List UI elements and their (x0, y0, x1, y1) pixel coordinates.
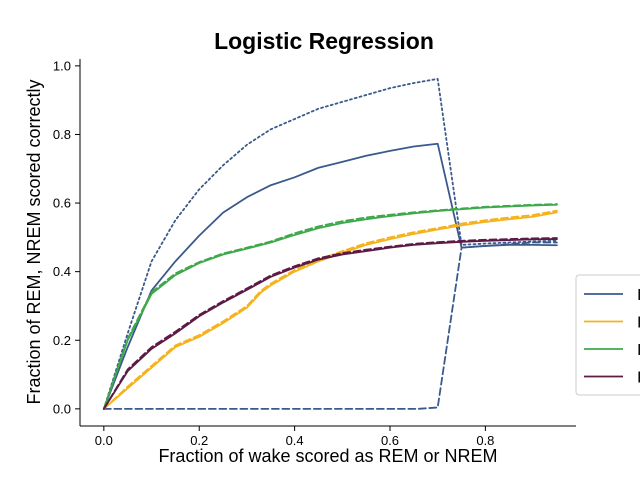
legend-frame (575, 274, 640, 396)
y-tick-label: 0.8 (53, 127, 71, 142)
series-line-3 (102, 241, 558, 410)
legend-label-2: I (637, 315, 640, 332)
x-tick-label: 0.4 (286, 433, 304, 448)
x-tick-label: 0.6 (381, 433, 399, 448)
y-axis-ticks: 0.0 0.2 0.4 0.6 0.8 1.0 (53, 58, 80, 416)
x-tick-label: 0.2 (190, 433, 208, 448)
series-line-4 (102, 211, 558, 410)
chart-title: Logistic Regression (214, 28, 434, 54)
y-tick-label: 0.6 (53, 196, 71, 211)
x-tick-label: 0.8 (476, 433, 494, 448)
y-tick-label: 0.2 (53, 333, 71, 348)
x-axis-label: Fraction of wake scored as REM or NREM (158, 446, 497, 466)
legend-label-1: I (637, 287, 640, 304)
legend-label-4: I (637, 370, 640, 387)
series-line-9 (102, 237, 558, 410)
y-tick-label: 1.0 (53, 58, 71, 73)
legend-label-3: I (637, 342, 640, 359)
series-line-6 (102, 203, 558, 410)
y-axis-label: Fraction of REM, NREM scored correctly (24, 79, 44, 404)
series-line-7 (102, 203, 558, 410)
plot-area (102, 77, 558, 410)
x-tick-label: 0.0 (95, 433, 113, 448)
series-line-1 (102, 77, 558, 410)
y-tick-label: 0.4 (53, 264, 71, 279)
y-tick-label: 0.0 (53, 401, 71, 416)
x-axis-ticks: 0.0 0.2 0.4 0.6 0.8 (95, 426, 494, 448)
series-line-8 (102, 238, 558, 410)
